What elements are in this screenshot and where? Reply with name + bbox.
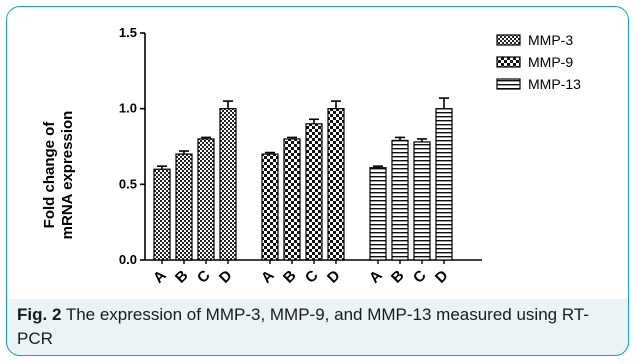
bar-mmp-3-b — [176, 154, 192, 260]
chart-legend: MMP-3 MMP-9 MMP-13 — [497, 32, 581, 92]
bar-mmp-9-b — [284, 139, 300, 260]
y-tick-label: 0.0 — [119, 252, 137, 267]
x-tick-label: D — [432, 267, 452, 287]
x-tick-label: A — [150, 267, 170, 287]
x-tick-label: C — [302, 267, 322, 287]
bar-mmp-3-a — [154, 169, 170, 260]
x-tick-label: A — [366, 267, 386, 287]
bar-mmp-3-d — [220, 109, 236, 260]
bar-mmp-9-c — [306, 124, 322, 260]
bar-mmp-13-a — [370, 168, 386, 260]
legend-label-mmp-3: MMP-3 — [528, 32, 573, 48]
bar-mmp-3-c — [198, 139, 214, 260]
y-tick-label: 0.5 — [119, 176, 137, 191]
y-tick-label: 1.5 — [119, 25, 137, 40]
y-tick-label: 1.0 — [119, 101, 137, 116]
x-tick-label: C — [410, 267, 430, 287]
x-tick-label: C — [194, 267, 214, 287]
x-tick-label: A — [258, 267, 278, 287]
bar-mmp-9-a — [262, 154, 278, 260]
legend-label-mmp-9: MMP-9 — [528, 54, 573, 70]
x-tick-label: D — [324, 267, 344, 287]
bar-mmp-9-d — [328, 109, 344, 260]
legend-label-mmp-13: MMP-13 — [528, 76, 581, 92]
x-tick-label: D — [216, 267, 236, 287]
y-axis-label-line2: mRNA expression — [59, 111, 76, 240]
bar-mmp-13-d — [436, 109, 452, 260]
x-tick-label: B — [172, 267, 192, 287]
bar-mmp-13-c — [414, 142, 430, 260]
legend-swatch-mmp-3 — [497, 35, 520, 45]
y-axis-label-line1: Fold change of — [41, 121, 58, 229]
legend-swatch-mmp-9 — [497, 57, 520, 67]
x-tick-label: B — [280, 267, 300, 287]
legend-swatch-mmp-13 — [497, 79, 520, 89]
bar-mmp-13-b — [392, 140, 408, 260]
chart-bars — [154, 98, 452, 260]
x-tick-label: B — [388, 267, 408, 287]
